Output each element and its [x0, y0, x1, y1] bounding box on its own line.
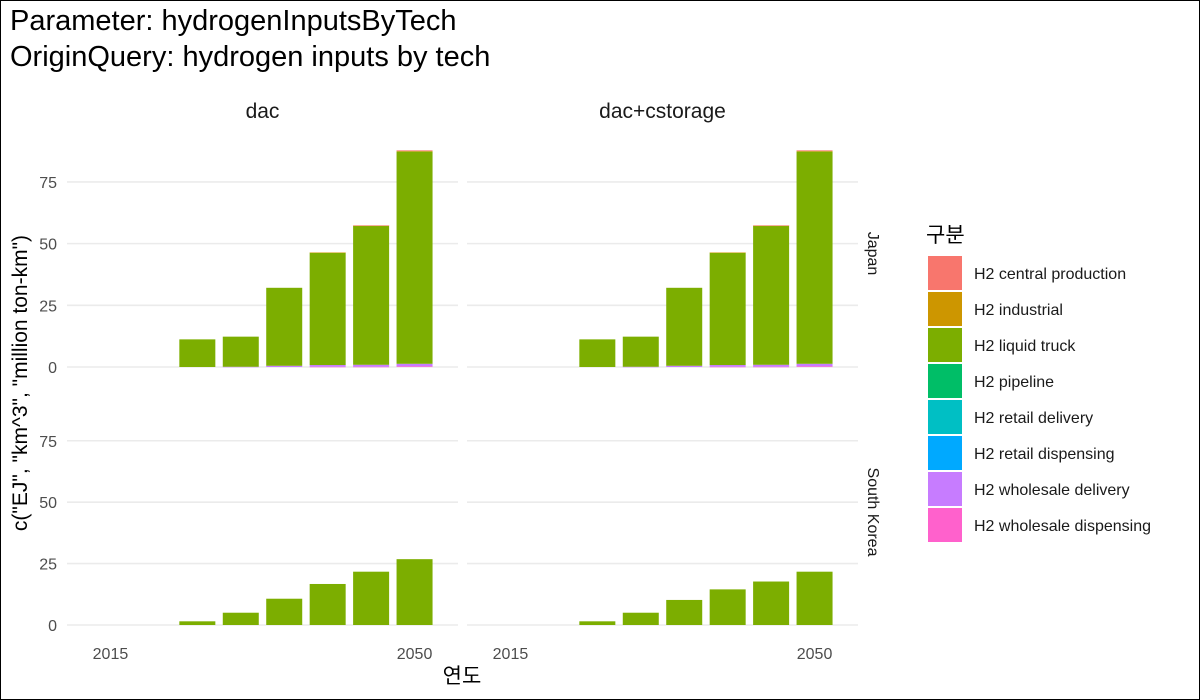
bar-segment [622, 612, 659, 625]
bar-segment [266, 598, 303, 625]
bar-segment [266, 287, 303, 366]
bar-segment [579, 621, 616, 625]
bar-segment [709, 252, 746, 366]
facet-row-strip: South Korea [864, 468, 881, 557]
y-tick-label: 0 [48, 360, 57, 377]
bar-segment [179, 621, 216, 625]
bar-segment [709, 252, 746, 254]
legend-key [928, 436, 962, 470]
bar-segment [353, 366, 390, 368]
bar-segment [796, 571, 833, 625]
legend-label: H2 central production [974, 266, 1126, 283]
bar-segment [353, 364, 390, 367]
y-tick-label: 25 [39, 557, 57, 574]
y-tick-label: 0 [48, 618, 57, 635]
x-tick-label: 2015 [493, 646, 529, 663]
bar-segment [179, 339, 216, 367]
bar-segment [753, 225, 790, 365]
bar-segment [396, 151, 433, 152]
chart-title-line-2: OriginQuery: hydrogen inputs by tech [10, 41, 491, 73]
bar-segment [309, 366, 346, 368]
bar-segment [753, 225, 790, 226]
bar-segment [796, 363, 833, 367]
y-tick-label: 50 [39, 237, 57, 254]
legend-key [928, 256, 962, 290]
bar-segment [709, 366, 746, 368]
bar-segment [353, 571, 390, 625]
bar-segment [666, 365, 703, 367]
legend-label: H2 liquid truck [974, 338, 1076, 355]
bar-segment [796, 150, 833, 152]
x-tick-label: 2050 [797, 646, 833, 663]
bar-segment [396, 363, 433, 367]
legend-label: H2 industrial [974, 302, 1063, 319]
bar-segment [622, 336, 659, 367]
legend-key [928, 472, 962, 506]
y-axis-title: c("EJ", "km^3", "million ton-km") [9, 235, 32, 531]
chart-title-line-1: Parameter: hydrogenInputsByTech [10, 5, 457, 37]
facet-col-strip: dac+cstorage [599, 100, 726, 123]
facet-row-strip: Japan [864, 232, 881, 276]
bar-segment [222, 366, 259, 368]
bar-segment [266, 365, 303, 367]
legend-label: H2 retail delivery [974, 410, 1093, 427]
y-tick-label: 50 [39, 495, 57, 512]
x-tick-label: 2015 [93, 646, 129, 663]
bar-segment [353, 225, 390, 365]
y-tick-label: 75 [39, 175, 57, 192]
legend-title: 구분 [926, 224, 965, 247]
bar-segment [622, 366, 659, 368]
bar-segment [796, 151, 833, 364]
bar-segment [579, 339, 616, 367]
bar-segment [666, 287, 703, 366]
legend-label: H2 wholesale dispensing [974, 518, 1151, 535]
bar-segment [796, 151, 833, 152]
bar-segment [796, 366, 833, 367]
bar-segment [222, 336, 259, 367]
bar-segment [709, 589, 746, 625]
y-tick-label: 75 [39, 434, 57, 451]
bar-segment [396, 150, 433, 152]
legend-key [928, 508, 962, 542]
legend-label: H2 retail dispensing [974, 446, 1115, 463]
bar-segment [222, 612, 259, 625]
bar-segment [753, 366, 790, 368]
x-axis-title: 연도 [443, 665, 482, 688]
bar-segment [309, 252, 346, 254]
bar-segment [666, 599, 703, 625]
x-tick-label: 2050 [397, 646, 433, 663]
bar-segment [353, 225, 390, 226]
bar-segment [753, 364, 790, 367]
bar-segment [709, 365, 746, 367]
bar-segment [396, 151, 433, 364]
legend-key [928, 328, 962, 362]
bar-segment [309, 252, 346, 366]
legend-key [928, 292, 962, 326]
bar-segment [309, 365, 346, 367]
facet-col-strip: dac [246, 100, 280, 123]
bar-segment [396, 559, 433, 625]
legend-key [928, 400, 962, 434]
bar-segment [309, 583, 346, 625]
bar-segment [753, 581, 790, 625]
bar-segment [396, 366, 433, 367]
legend-label: H2 wholesale delivery [974, 482, 1130, 499]
y-tick-label: 25 [39, 298, 57, 315]
legend-key [928, 364, 962, 398]
legend-label: H2 pipeline [974, 374, 1054, 391]
